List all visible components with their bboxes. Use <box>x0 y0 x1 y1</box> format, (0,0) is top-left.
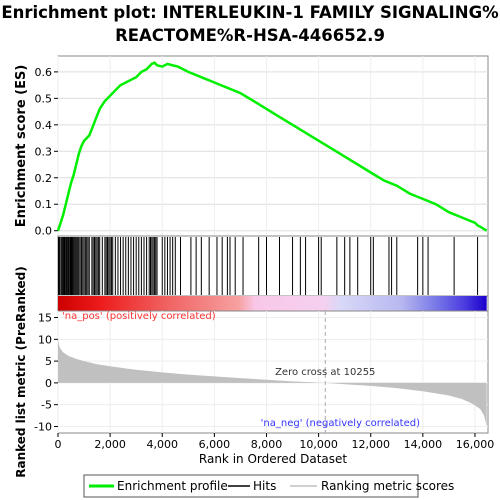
chart-title-line2: REACTOME%R-HSA-446652.9 <box>115 26 385 45</box>
rank-y-tick-label: -10 <box>34 420 52 433</box>
legend: Enrichment profile Hits Ranking metric s… <box>83 474 454 498</box>
es-y-tick-label: 0.2 <box>35 172 53 185</box>
es-y-tick-label: 0.3 <box>35 145 53 158</box>
neg-correlated-label: 'na_neg' (negatively correlated) <box>261 418 420 429</box>
ranking-metric-area <box>58 339 487 427</box>
rank-y-tick-label: 10 <box>38 333 52 346</box>
zero-cross-label: Zero cross at 10255 <box>275 367 375 378</box>
rank-x-tick-label: 8,000 <box>251 438 283 451</box>
rank-x-tick-label: 4,000 <box>146 438 178 451</box>
es-y-tick-label: 0.1 <box>35 198 53 211</box>
es-y-tick-label: 0.4 <box>35 119 53 132</box>
rank-y-tick-label: 15 <box>38 312 52 325</box>
legend-box <box>83 474 419 498</box>
rank-x-tick-label: 0 <box>55 438 62 451</box>
es-y-tick-label: 0.6 <box>35 66 53 79</box>
es-ylabel: Enrichment score (ES) <box>14 65 29 228</box>
rank-xlabel: Rank in Ordered Dataset <box>199 452 347 466</box>
rank-ylabel: Ranked list metric (PreRanked) <box>14 266 28 478</box>
legend-label-enrichment: Enrichment profile <box>117 479 228 493</box>
es-y-ticks: 0.0 0.1 0.2 0.3 0.4 0.5 0.6 <box>35 66 58 238</box>
es-gridlines <box>57 56 488 236</box>
rank-x-tick-label: 2,000 <box>94 438 126 451</box>
rank-y-tick-label: 5 <box>45 355 52 368</box>
rank-metric-panel: Zero cross at 10255 'na_pos' (positively… <box>14 266 494 478</box>
rank-x-tick-label: 12,000 <box>351 438 390 451</box>
rank-y-tick-label: 0 <box>45 377 52 390</box>
chart-title-line1: Enrichment plot: INTERLEUKIN-1 FAMILY SI… <box>1 3 499 22</box>
rank-y-ticks: 15 10 5 0 -5 -10 <box>34 312 58 433</box>
pos-correlated-label: 'na_pos' (positively correlated) <box>62 311 216 322</box>
hits-panel <box>57 235 489 297</box>
es-panel-frame <box>57 55 489 237</box>
hits-panel-frame <box>57 235 489 297</box>
rank-y-tick-label: -5 <box>41 399 52 412</box>
rank-color-bar <box>57 295 489 312</box>
rank-x-tick-label: 14,000 <box>404 438 443 451</box>
enrichment-profile-line <box>56 61 488 232</box>
rank-x-tick-label: 6,000 <box>199 438 231 451</box>
rank-x-ticks: 0 2,000 4,000 6,000 8,000 10,000 12,000 14,000 1… <box>55 433 495 451</box>
es-panel: 0.0 0.1 0.2 0.3 0.4 0.5 0.6 Enrichment score (… <box>14 55 489 238</box>
legend-label-ranking: Ranking metric scores <box>321 479 454 493</box>
legend-label-hits: Hits <box>253 479 276 493</box>
rank-x-tick-label: 10,000 <box>299 438 338 451</box>
es-y-tick-label: 0.0 <box>35 225 53 238</box>
hit-lines <box>58 237 479 295</box>
es-y-tick-label: 0.5 <box>35 92 53 105</box>
rank-bar-gradient <box>58 296 487 311</box>
rank-x-tick-label: 16,000 <box>456 438 495 451</box>
